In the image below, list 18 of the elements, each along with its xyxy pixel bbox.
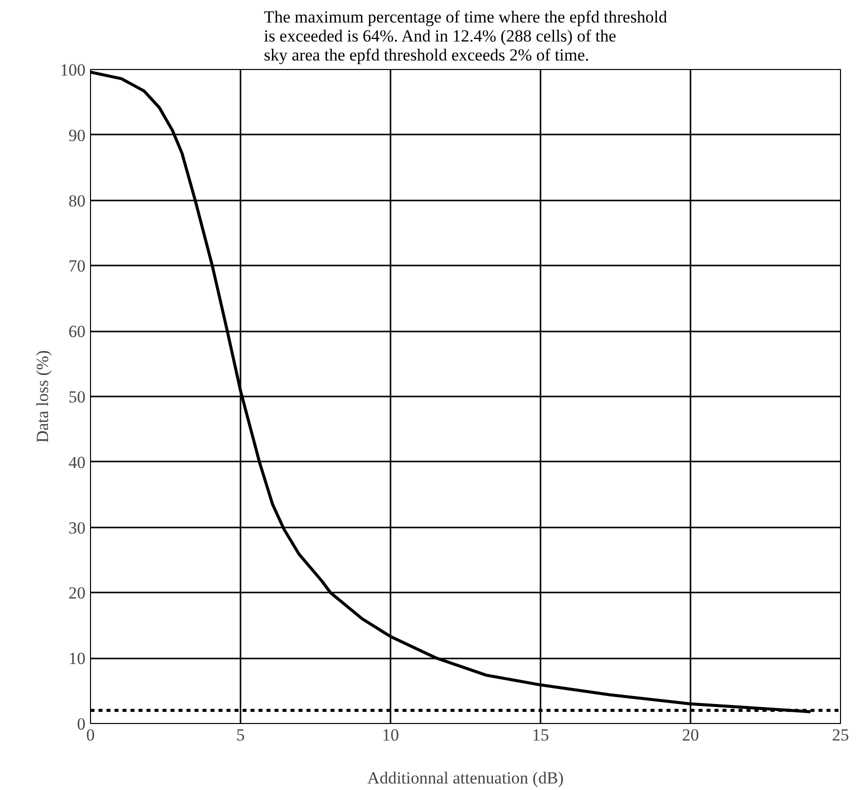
x-tick-label: 5 [236,726,245,744]
x-axis-title: Additionnal attenuation (dB) [367,768,564,788]
y-tick-label: 40 [68,452,86,472]
x-tick-label: 20 [682,726,699,744]
y-tick-label: 80 [68,191,86,210]
y-tick-label: 60 [68,322,86,342]
y-tick-label: 90 [68,126,86,145]
y-tick-label: 30 [68,518,86,538]
y-tick-label: 50 [68,388,86,406]
y-axis-title: Data loss (%) [33,350,52,443]
chart-title: The maximum percentage of time where the epfd threshold is exceeded is 64%. And in 12.4% (288 cells) of the sky area the epfd threshold exceeds 2% of time. [264,8,668,64]
x-tick-label: 10 [382,726,399,744]
y-tick-label: 100 [60,60,86,80]
x-tick-label: 25 [832,726,849,744]
y-tick-label: 70 [68,256,86,276]
x-tick-label: 15 [532,726,549,744]
y-tick-label: 20 [68,584,86,603]
y-tick-label: 10 [68,649,86,668]
